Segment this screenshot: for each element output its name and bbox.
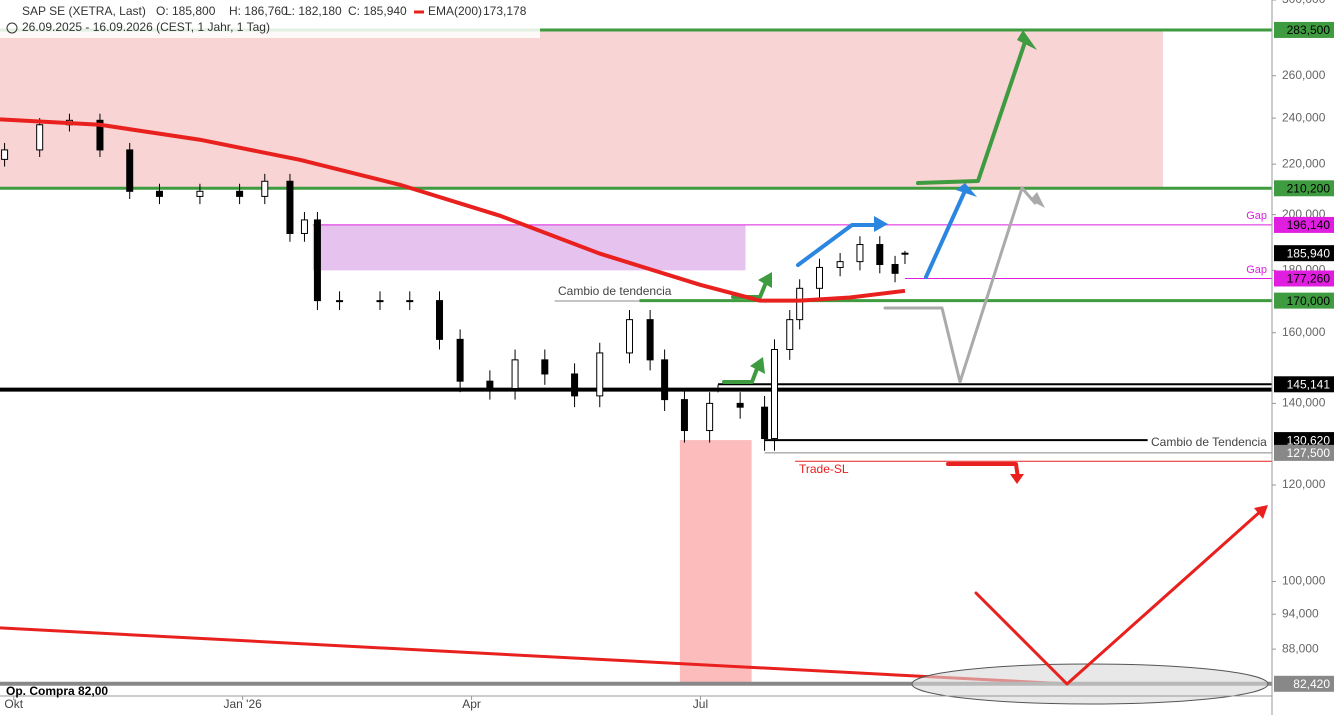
price-tag-label: 170,000 [1287,294,1331,308]
ohlc: O: 185,800 [156,4,216,18]
candle-body [236,190,244,197]
y-tick-label: 300,000 [1282,0,1326,6]
header-bg [0,0,540,38]
zone [0,29,1163,189]
ohlc: C: 185,940 [348,4,407,18]
candle-body [796,287,804,321]
y-axis-area [1272,0,1334,715]
y-tick-label: 260,000 [1282,68,1326,82]
projection-arrows [554,30,1269,705]
gap-label: Gap [1246,210,1267,222]
x-tick-label: Apr [462,697,481,711]
price-tag [1274,180,1334,197]
candle-body [706,402,714,432]
candle-body [661,359,669,401]
candle-body [196,190,204,197]
price-tag [1274,245,1334,262]
price-tag-label: 145,141 [1287,377,1331,391]
y-tick-label: 94,000 [1282,606,1319,620]
price-tag [1274,21,1334,38]
symbol: SAP SE (XETRA, Last) [22,4,146,18]
price-tag-label: 210,200 [1287,181,1331,195]
candle-body [541,359,549,375]
candle-body [286,180,294,234]
candle-body [96,119,104,151]
candle-body [155,190,163,197]
candle-body [313,219,321,302]
price-tag-label: 196,140 [1287,218,1331,232]
x-tick-label: Jan '26 [223,697,262,711]
clock-icon [6,22,18,34]
price-tag-label: 177,260 [1287,272,1331,286]
candle-body [300,219,308,234]
y-tick-label: 120,000 [1282,477,1326,491]
trendline [0,626,1065,686]
y-tick-label: 220,000 [1282,156,1326,170]
candle-body [856,244,864,263]
candle-body [876,244,884,266]
candle-body [680,399,688,432]
candle-body [596,352,604,397]
price-tag-label: 283,500 [1287,23,1331,37]
y-tick-label: 160,000 [1282,325,1326,339]
candle-body [901,252,909,255]
price-tag-label: 127,500 [1287,446,1331,460]
ema-legend: EMA(200) [428,4,482,18]
candle-body [486,380,494,389]
price-tag-label: 82,420 [1293,677,1330,691]
candle-body [36,124,44,151]
candle-body [436,300,444,340]
gap-label: Gap [1246,264,1267,276]
candle-body [511,359,519,389]
candle-body [786,319,794,351]
candle-body [891,264,899,274]
zone [312,224,746,271]
price-tag [1274,216,1334,233]
y-tick-label: 140,000 [1282,396,1326,410]
candle-body [770,349,778,440]
candle-body [261,180,269,197]
candle-body [126,149,134,192]
price-tag [1274,675,1334,692]
y-tick-label: 100,000 [1282,574,1326,588]
price-tag [1274,444,1334,461]
candle-body [571,373,579,397]
price-tag [1274,432,1334,449]
candle-body [376,300,384,303]
price-tag-label: 130,620 [1287,433,1331,447]
x-tick-label: Jul [693,697,708,711]
header: SAP SE (XETRA, Last) O: 185,800 H: 186,7… [0,0,540,38]
candle-body [736,402,744,408]
candle-body [336,300,344,303]
price-tag [1274,376,1334,393]
candle-body [816,266,824,289]
trend-label: Cambio de tendencia [558,284,672,298]
ema-legend-value: 173,178 [483,4,527,18]
stop-loss-label: Trade-SL [799,462,849,476]
candle-body [646,319,654,361]
candle-body [456,338,464,382]
price-tag [1274,270,1334,287]
x-tick-label: Okt [4,697,23,711]
entry-label: Op. Compra 82,00 [6,684,108,698]
ema-line [0,117,906,303]
candle-body [1,149,9,160]
candle-body [761,406,769,440]
zone [679,440,752,684]
ohlc: L: 182,180 [285,4,342,18]
candle-body [836,261,844,268]
ohlc: H: 186,760 [229,4,288,18]
date-range: 26.09.2025 - 16.09.2026 (CEST, 1 Jahr, 1… [22,20,270,34]
price-tag [1274,292,1334,309]
trend-label: Cambio de Tendencia [1151,435,1267,449]
y-tick-label: 240,000 [1282,110,1326,124]
price-tag-label: 185,940 [1287,246,1331,260]
candle-body [626,319,634,354]
candle-body [406,300,414,303]
y-tick-label: 88,000 [1282,641,1319,655]
